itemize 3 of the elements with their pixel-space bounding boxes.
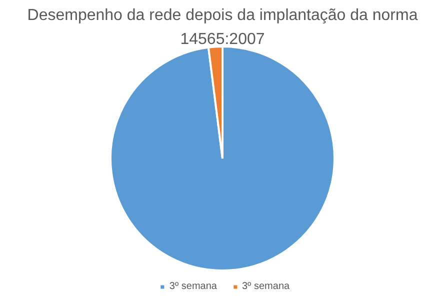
chart-title: Desempenho da rede depois da implantação da norma 14565:2007 [27, 7, 418, 48]
legend-label: 3º semana [169, 281, 217, 292]
slice-label: 3º semana [242, 281, 290, 292]
